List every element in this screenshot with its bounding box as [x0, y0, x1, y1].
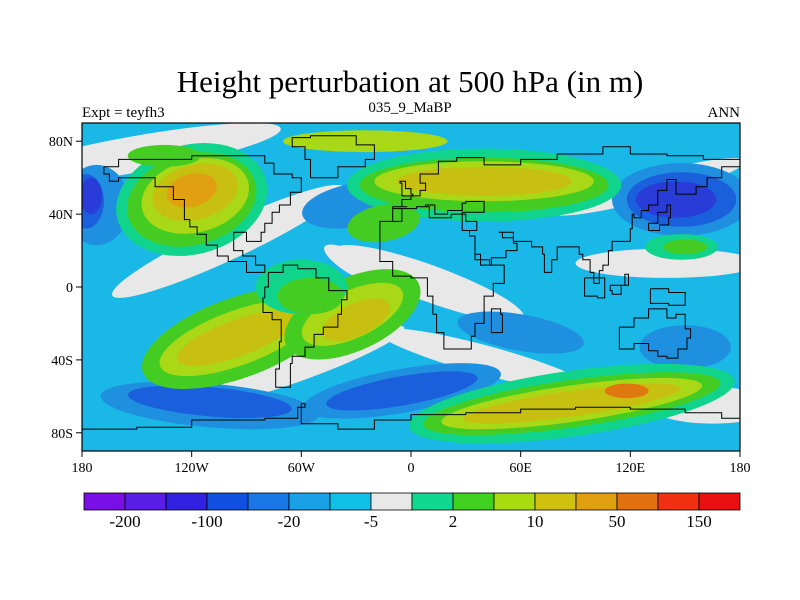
australia-coastline	[618, 308, 692, 359]
contour-patch	[639, 325, 731, 369]
eurasia-africa-coastline	[379, 146, 740, 350]
colorbar-swatch	[247, 492, 290, 511]
contour-patch	[82, 177, 103, 215]
contour-patch	[127, 144, 201, 167]
contour-patch	[166, 173, 217, 208]
x-tick-label: 180	[730, 461, 751, 476]
experiment-label: Expt = teyfh3	[82, 105, 165, 121]
contour-patch	[457, 311, 584, 354]
y-tick-label: 80N	[49, 135, 73, 150]
contour-patch	[283, 130, 448, 153]
colorbar: -200 -100 -20 -5 2 10 50 150	[83, 492, 741, 531]
colorbar-tick-label: 2	[449, 512, 458, 531]
britain-coastline	[399, 180, 414, 197]
colorbar-tick-label: 10	[527, 512, 544, 531]
y-tick-label: 40N	[49, 208, 73, 223]
borneo-coastline	[609, 273, 629, 295]
contour-patch	[378, 328, 591, 392]
colorbar-swatch	[370, 492, 413, 511]
colorbar-swatch	[411, 492, 454, 511]
contour-patch	[176, 310, 298, 366]
contour-patch	[334, 245, 524, 322]
colorbar-tick-label: -5	[364, 512, 378, 531]
axis-ticks: 180 120W 60W 0 60E 120E 180 80N 40N 0 40S 80S	[49, 135, 751, 476]
contour-patch	[277, 277, 344, 315]
chart-title: Height perturbation at 500 hPa (in m)	[177, 64, 644, 99]
contour-patch	[396, 166, 572, 196]
new-guinea-coastline	[649, 288, 686, 306]
madagascar-coastline	[490, 308, 503, 334]
y-tick-label: 0	[66, 281, 73, 296]
map-plot-area	[82, 123, 740, 451]
north-america-coastline	[103, 155, 302, 273]
colorbar-tick-label: 50	[609, 512, 626, 531]
colorbar-swatch	[534, 492, 577, 511]
colorbar-tick-label: -100	[191, 512, 222, 531]
colorbar-swatch	[452, 492, 495, 511]
colorbar-swatch	[165, 492, 208, 511]
colorbar-tick-label: -200	[109, 512, 140, 531]
colorbar-swatch	[288, 492, 331, 511]
colorbar-swatch	[124, 492, 167, 511]
south-america-coastline	[262, 264, 348, 388]
contour-patch	[663, 239, 708, 255]
y-tick-label: 80S	[51, 427, 73, 442]
colorbar-swatch	[329, 492, 372, 511]
x-tick-label: 60W	[288, 461, 316, 476]
contour-patch	[326, 371, 478, 411]
contour-patch	[322, 298, 391, 342]
colorbar-tick-label: 150	[686, 512, 712, 531]
x-tick-label: 120W	[175, 461, 210, 476]
contour-fill-layer	[82, 123, 740, 444]
coastline-layer	[82, 135, 740, 430]
colorbar-swatch	[493, 492, 536, 511]
colorbar-swatch	[83, 492, 126, 511]
x-tick-label: 60E	[509, 461, 532, 476]
colorbar-swatch	[206, 492, 249, 511]
x-tick-label: 0	[408, 461, 415, 476]
contour-patch	[127, 385, 292, 419]
contour-patch	[604, 383, 649, 399]
colorbar-swatch	[698, 492, 741, 511]
y-tick-label: 40S	[51, 354, 73, 369]
antarctica-coastline	[82, 403, 740, 430]
greenland-coastline	[291, 135, 375, 179]
x-tick-label: 120E	[616, 461, 646, 476]
season-label: ANN	[708, 105, 741, 121]
x-tick-label: 180	[72, 461, 93, 476]
japan-coastline	[648, 204, 671, 231]
sumatra-coastline	[584, 277, 606, 299]
period-label: 035_9_MaBP	[368, 100, 451, 116]
colorbar-swatch	[616, 492, 659, 511]
colorbar-tick-label: -20	[278, 512, 301, 531]
colorbar-swatch	[657, 492, 700, 511]
colorbar-swatch	[575, 492, 618, 511]
